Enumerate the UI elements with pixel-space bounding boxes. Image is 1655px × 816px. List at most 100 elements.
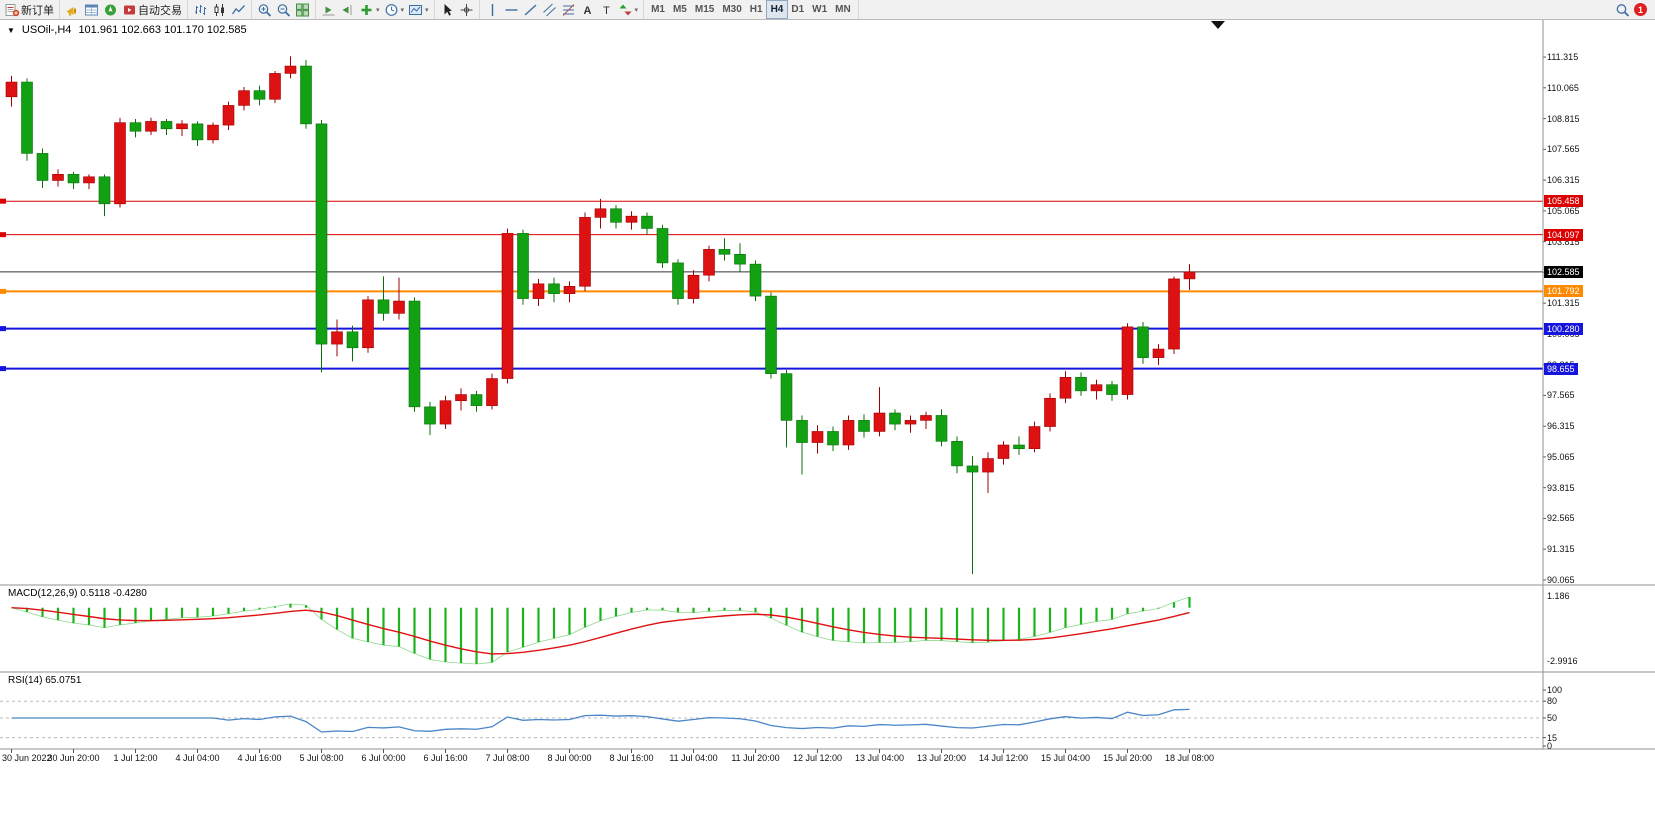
indicators-button[interactable]: ▾	[357, 1, 382, 18]
macd-scale-max: 1.186	[1547, 591, 1570, 601]
price-axis-label: 96.315	[1547, 421, 1575, 432]
symbol-timeframe-label: USOil-,H4	[21, 24, 72, 36]
time-axis-label: 15 Jul 20:00	[1102, 753, 1153, 763]
timeframe-m1-button[interactable]: M1	[647, 1, 669, 18]
price-axis-label: 103.815	[1547, 236, 1580, 247]
line-chart-icon	[231, 3, 246, 17]
channel-button[interactable]	[540, 1, 559, 18]
horizontal-line-icon	[504, 3, 519, 17]
zoom-in-button[interactable]	[255, 1, 274, 18]
time-axis-label: 11 Jul 20:00	[731, 753, 780, 763]
current-price-tag: 102.585	[1544, 265, 1583, 278]
vertical-line-button[interactable]	[483, 1, 502, 18]
fibonacci-button[interactable]	[559, 1, 578, 18]
chart-header: ▼ USOil-,H4 101.961 102.663 101.170 102.…	[7, 24, 247, 36]
candlestick-chart-button[interactable]	[210, 1, 229, 18]
price-axis-label: 108.815	[1547, 113, 1580, 124]
timeframe-m30-button[interactable]: M30	[718, 1, 745, 18]
time-axis-label: 18 Jul 08:00	[1164, 753, 1215, 763]
timeframe-w1-button[interactable]: W1	[808, 1, 831, 18]
chevron-down-icon: ▾	[376, 6, 380, 14]
timeframe-m15-button[interactable]: M15	[691, 1, 718, 18]
svg-text:T: T	[603, 5, 610, 17]
toolbar-group	[188, 0, 252, 19]
line-chart-button[interactable]	[229, 1, 248, 18]
search-button[interactable]	[1613, 1, 1632, 18]
price-tag: 104.097	[1544, 228, 1583, 241]
toolbar-group: 新订单	[0, 0, 60, 19]
rsi-scale-label: 80	[1547, 696, 1558, 707]
rsi-scale-label: 100	[1547, 685, 1563, 695]
new-order-icon	[5, 3, 20, 17]
timeframe-mn-button[interactable]: MN	[831, 1, 855, 18]
price-axis-label: 110.065	[1547, 82, 1579, 93]
autotrading-button-label: 自动交易	[138, 4, 182, 17]
text-button[interactable]: A	[578, 1, 597, 18]
symbol-marker-icon: ▼	[7, 25, 15, 35]
time-axis-label: 13 Jul 20:00	[916, 753, 967, 763]
timeframe-m5-button[interactable]: M5	[669, 1, 691, 18]
price-axis-label: 107.565	[1547, 144, 1580, 155]
indicators-plus-icon	[359, 3, 374, 17]
zoom-in-icon	[257, 3, 272, 17]
auto-scroll-button[interactable]	[319, 1, 338, 18]
cursor-button[interactable]	[438, 1, 457, 18]
time-axis-label: 6 Jul 00:00	[361, 753, 406, 763]
notification-badge[interactable]: 1	[1634, 3, 1647, 16]
periods-button[interactable]: ▾	[382, 1, 407, 18]
time-axis-label: 8 Jul 00:00	[547, 753, 592, 763]
crosshair-button[interactable]	[457, 1, 476, 18]
toolbar-group	[252, 0, 316, 19]
market-watch-icon	[84, 3, 99, 17]
trendline-button[interactable]	[521, 1, 540, 18]
templates-button[interactable]: ▾	[406, 1, 431, 18]
price-axis-label: 90.065	[1547, 574, 1575, 585]
chart-shift-icon	[340, 3, 355, 17]
time-axis-label: 15 Jul 04:00	[1040, 753, 1091, 763]
arrows-icon	[618, 3, 633, 17]
rsi-label: RSI(14) 65.0751	[8, 675, 82, 686]
search-icon	[1615, 3, 1630, 17]
macd-label: MACD(12,26,9) 0.5118 -0.4280	[8, 588, 147, 599]
label-button[interactable]: T	[597, 1, 616, 18]
autotrading-button[interactable]: 自动交易	[120, 1, 184, 18]
clock-icon	[384, 3, 399, 17]
ohlc-values: 101.961 102.663 101.170 102.585	[78, 24, 247, 36]
price-axis-label: 101.315	[1547, 298, 1580, 309]
tile-windows-button[interactable]	[293, 1, 312, 18]
timeframe-h4-button[interactable]: H4	[765, 0, 789, 19]
time-axis-label: 12 Jul 12:00	[792, 753, 843, 763]
price-axis-label: 91.315	[1547, 544, 1575, 555]
navigator-button[interactable]	[101, 1, 120, 18]
candlestick-icon	[212, 3, 227, 17]
bar-chart-icon	[193, 3, 208, 17]
bars-chart-button[interactable]	[191, 1, 210, 18]
timeframe-h1-button[interactable]: H1	[746, 1, 767, 18]
svg-text:A: A	[583, 5, 591, 17]
navigator-icon	[103, 3, 118, 17]
timeframe-d1-button[interactable]: D1	[787, 1, 808, 18]
label-t-icon: T	[599, 3, 614, 17]
price-axis-label: 93.815	[1547, 482, 1575, 493]
chart-shift-button[interactable]	[338, 1, 357, 18]
price-axis-label: 92.565	[1547, 513, 1575, 524]
price-tag: 105.458	[1544, 195, 1583, 208]
rsi-scale-label: 15	[1547, 732, 1558, 743]
market-watch-button[interactable]	[82, 1, 101, 18]
price-axis-label: 105.065	[1547, 205, 1580, 216]
time-axis-label: 4 Jul 16:00	[237, 753, 282, 763]
macd-scale-min: -2.9916	[1547, 656, 1578, 666]
price-tag: 100.280	[1544, 322, 1583, 335]
autotrading-icon	[122, 3, 137, 17]
horizontal-line-button[interactable]	[502, 1, 521, 18]
zoom-out-button[interactable]	[274, 1, 293, 18]
chevron-down-icon: ▾	[634, 6, 639, 14]
alerts-button[interactable]	[63, 1, 82, 18]
rsi-scale-label: 0	[1547, 741, 1553, 751]
arrows-button[interactable]: ▾	[616, 1, 641, 18]
cursor-icon	[440, 3, 455, 17]
new-order-button-label: 新订单	[21, 4, 54, 17]
rsi-scale-label: 50	[1547, 713, 1558, 723]
new-order-button[interactable]: 新订单	[3, 1, 56, 18]
